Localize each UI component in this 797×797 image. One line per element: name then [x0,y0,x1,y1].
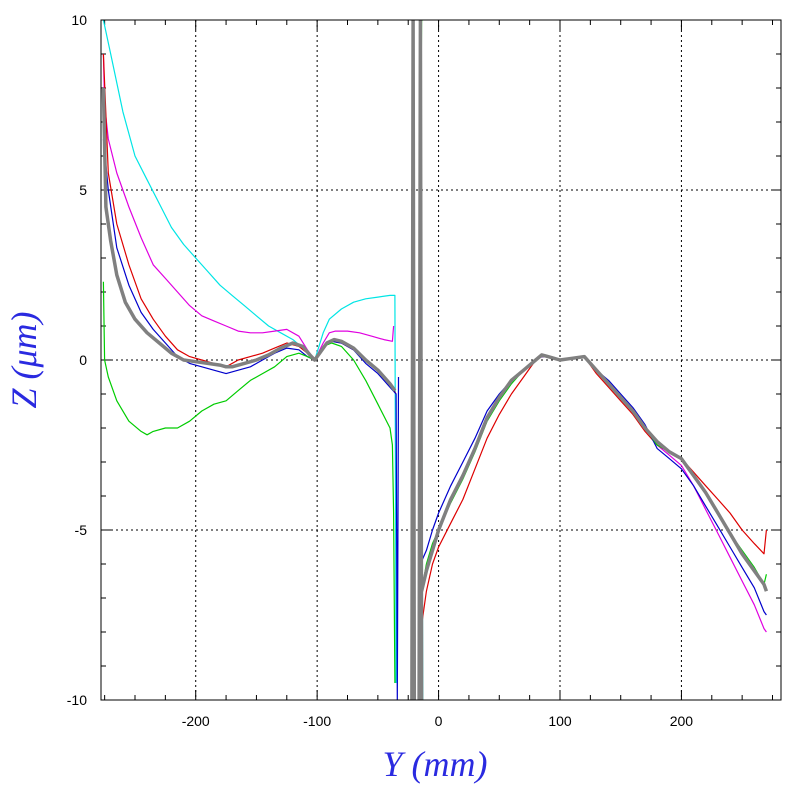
series-group [101,20,769,700]
plot-frame [100,19,782,701]
y-axis-label: Z (μm) [4,311,44,408]
series-line-5 [102,281,396,684]
tick-labels: -200 -100 0 100 200 -10 -5 0 5 10 [67,12,694,729]
y-tick-label: 10 [71,12,87,28]
y-tick-label: 0 [79,352,87,368]
x-tick-label: -100 [303,713,331,729]
x-tick-label: 200 [670,713,694,729]
series-line-6 [101,87,397,392]
series-line-1 [102,20,397,684]
y-tick-label: -10 [67,692,87,708]
ticks [101,19,781,701]
series-line-2 [656,444,767,633]
series-line-3 [102,53,397,395]
series-line-6 [419,353,769,592]
series-line-4 [102,138,400,700]
series-line-4 [419,356,767,616]
series-line-3 [421,356,767,626]
y-tick-label: 5 [79,182,87,198]
series-line-6 [417,20,424,700]
x-tick-label: 0 [435,713,443,729]
x-tick-label: 100 [548,713,572,729]
x-tick-label: -200 [182,713,210,729]
series-line-6 [410,20,417,700]
series-line-2 [102,53,395,361]
x-axis-label: Y (mm) [383,744,488,784]
y-tick-label: -5 [75,522,88,538]
